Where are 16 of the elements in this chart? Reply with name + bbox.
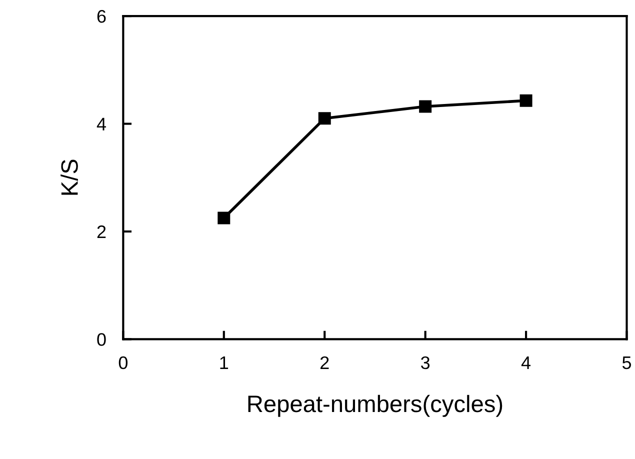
x-tick-label: 3 — [420, 356, 430, 370]
y-tick-label: 4 — [96, 118, 106, 130]
y-tick-label: 6 — [97, 10, 106, 23]
point — [318, 112, 331, 125]
point — [419, 100, 432, 113]
point — [218, 212, 230, 224]
y-tick-label: 0 — [97, 333, 106, 346]
y-tick-label: 2 — [97, 225, 106, 238]
x-tick-label: 5 — [622, 356, 632, 370]
point — [520, 94, 532, 107]
y-axis-title: K/S — [60, 160, 78, 195]
x-tick-label: 0 — [118, 356, 128, 370]
x-tick-label: 2 — [320, 356, 329, 369]
x-axis-title: Repeat-numbers(cycles) — [248, 394, 502, 417]
x-tick-label: 1 — [220, 356, 228, 369]
x-tick-label: 4 — [521, 356, 531, 369]
